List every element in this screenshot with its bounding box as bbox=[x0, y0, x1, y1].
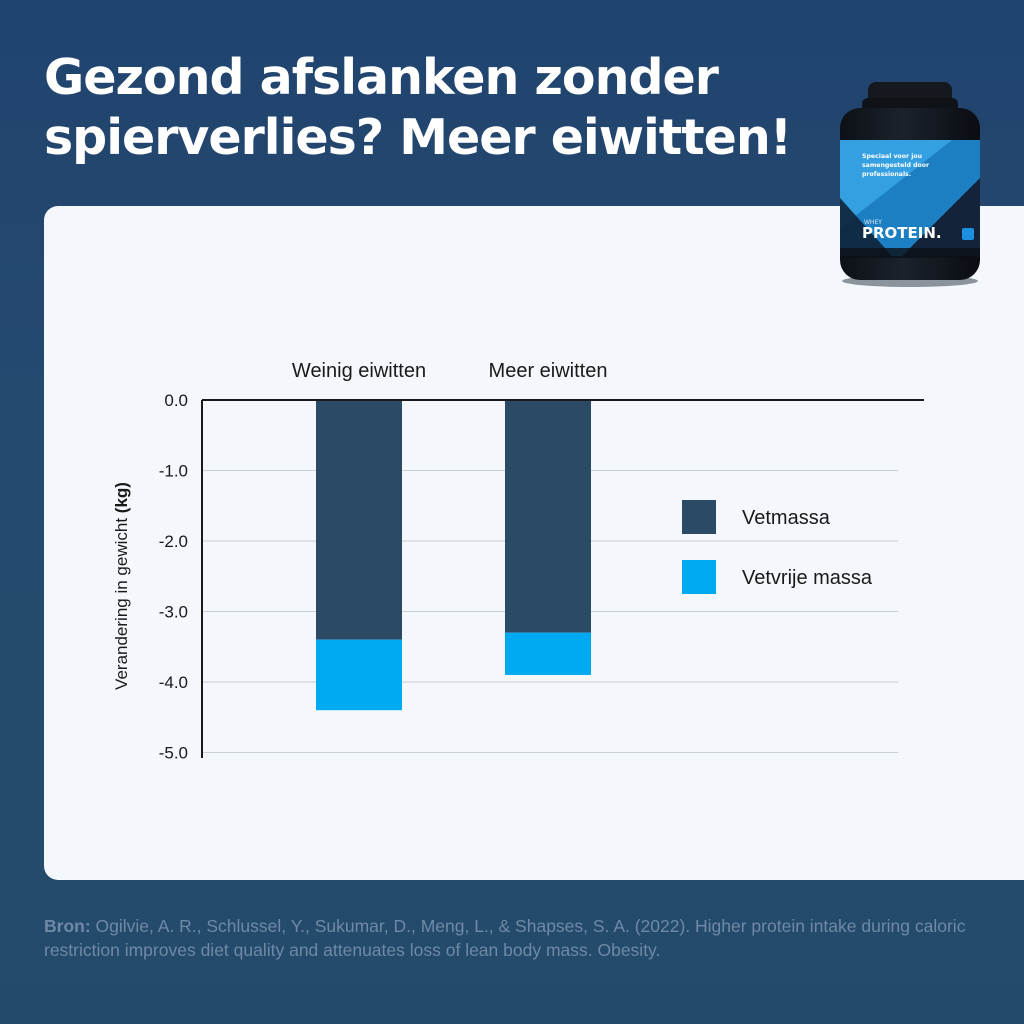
source-text: Ogilvie, A. R., Schlussel, Y., Sukumar, … bbox=[44, 916, 966, 960]
y-tick-label: -5.0 bbox=[159, 744, 188, 763]
category-label: Weinig eiwitten bbox=[292, 360, 426, 382]
y-axis-label-unit: (kg) bbox=[112, 482, 131, 513]
headline: Gezond afslanken zonder spierverlies? Me… bbox=[44, 48, 792, 168]
bar-vetvrije-massa bbox=[505, 632, 591, 675]
y-tick-label: -3.0 bbox=[159, 603, 188, 622]
legend-label: Vetvrije massa bbox=[742, 567, 873, 589]
headline-line-1: Gezond afslanken zonder bbox=[44, 49, 719, 106]
category-label: Meer eiwitten bbox=[489, 360, 608, 382]
jar-tagline-3: professionals. bbox=[862, 171, 911, 178]
source-citation: Bron: Ogilvie, A. R., Schlussel, Y., Suk… bbox=[44, 914, 984, 962]
y-tick-label: -1.0 bbox=[159, 462, 188, 481]
legend-swatch bbox=[682, 560, 716, 594]
legend: Vetmassa Vetvrije massa bbox=[682, 500, 873, 594]
headline-line-2: spierverlies? Meer eiwitten! bbox=[44, 109, 792, 166]
axes bbox=[201, 399, 924, 758]
y-tick-label: -4.0 bbox=[159, 673, 188, 692]
y-tick-label: -2.0 bbox=[159, 532, 188, 551]
jar-tagline-2: samengesteld door bbox=[862, 162, 930, 169]
source-label: Bron: bbox=[44, 916, 91, 936]
bar-vetmassa bbox=[316, 400, 402, 640]
bar-vetvrije-massa bbox=[316, 639, 402, 711]
jar-brand-text: PROTEIN. bbox=[862, 224, 942, 242]
bar-vetmassa bbox=[505, 400, 591, 633]
jar-small-label: WHEY bbox=[864, 219, 882, 226]
protein-jar-image: Speciaal voor jou samengesteld door prof… bbox=[840, 82, 980, 287]
y-axis-label: Verandering in gewicht (kg) bbox=[112, 482, 131, 690]
y-axis-label-text: Verandering in gewicht bbox=[112, 513, 131, 690]
y-tick-label: 0.0 bbox=[164, 391, 188, 410]
category-labels: Weinig eiwitten Meer eiwitten bbox=[292, 360, 608, 382]
legend-label: Vetmassa bbox=[742, 507, 831, 529]
legend-swatch bbox=[682, 500, 716, 534]
jar-tagline-1: Speciaal voor jou bbox=[862, 153, 922, 160]
bars bbox=[316, 400, 591, 711]
y-tick-labels: 0.0 -1.0 -2.0 -3.0 -4.0 -5.0 bbox=[159, 391, 188, 763]
